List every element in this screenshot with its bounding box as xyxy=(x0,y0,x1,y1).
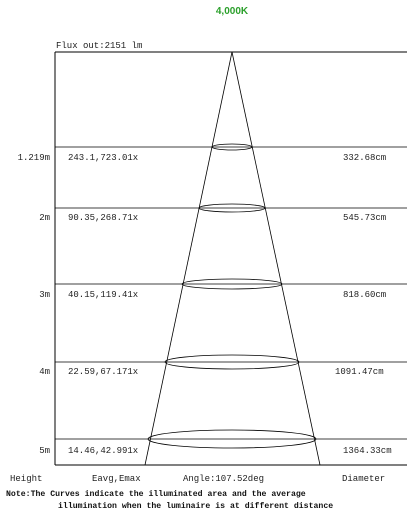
illum-ellipse-3 xyxy=(181,278,283,290)
row-2-height: 2m xyxy=(39,213,50,223)
note-line-2: illumination when the luminaire is at di… xyxy=(58,501,333,511)
row-3-height: 3m xyxy=(39,290,50,300)
footer-diameter-label: Diameter xyxy=(342,474,385,484)
row-2-diameter: 545.73cm xyxy=(343,213,386,223)
footer-eavg-label: Eavg,Emax xyxy=(92,474,141,484)
illum-ellipse-5 xyxy=(147,429,317,449)
beam-right-edge xyxy=(231,51,321,466)
note-line-1: Note:The Curves indicate the illuminated… xyxy=(6,489,306,499)
row-4-diameter: 1091.47cm xyxy=(335,367,384,377)
row-5-diameter: 1364.33cm xyxy=(343,446,392,456)
row-2-eavg-emax: 90.35,268.71x xyxy=(68,213,138,223)
illum-ellipse-4 xyxy=(164,354,300,370)
row-1-diameter: 332.68cm xyxy=(343,153,386,163)
flux-out-label: Flux out:2151 lm xyxy=(56,41,142,51)
row-5-height: 5m xyxy=(39,446,50,456)
row-4-height: 4m xyxy=(39,367,50,377)
row-3-diameter: 818.60cm xyxy=(343,290,386,300)
row-3-eavg-emax: 40.15,119.41x xyxy=(68,290,138,300)
diagram-title: 4,000K xyxy=(216,6,249,17)
footer-height-label: Height xyxy=(10,474,42,484)
illum-ellipse-1 xyxy=(211,143,253,151)
row-4-eavg-emax: 22.59,67.171x xyxy=(68,367,138,377)
row-1-height: 1.219m xyxy=(18,153,50,163)
beam-left-edge xyxy=(144,51,233,466)
row-1-eavg-emax: 243.1,723.01x xyxy=(68,153,138,163)
footer-angle-label: Angle:107.52deg xyxy=(183,474,264,484)
row-5-eavg-emax: 14.46,42.991x xyxy=(68,446,138,456)
illum-ellipse-2 xyxy=(198,203,266,213)
